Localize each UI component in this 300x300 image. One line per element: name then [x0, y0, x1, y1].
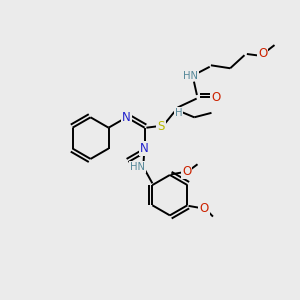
Text: O: O	[211, 91, 220, 103]
Text: S: S	[157, 120, 165, 133]
Text: O: O	[182, 166, 191, 178]
Text: HN: HN	[184, 71, 199, 81]
Text: N: N	[122, 111, 131, 124]
Text: N: N	[140, 142, 149, 155]
Text: HN: HN	[130, 162, 145, 172]
Text: O: O	[258, 47, 267, 61]
Text: H: H	[175, 108, 182, 118]
Text: O: O	[200, 202, 208, 215]
